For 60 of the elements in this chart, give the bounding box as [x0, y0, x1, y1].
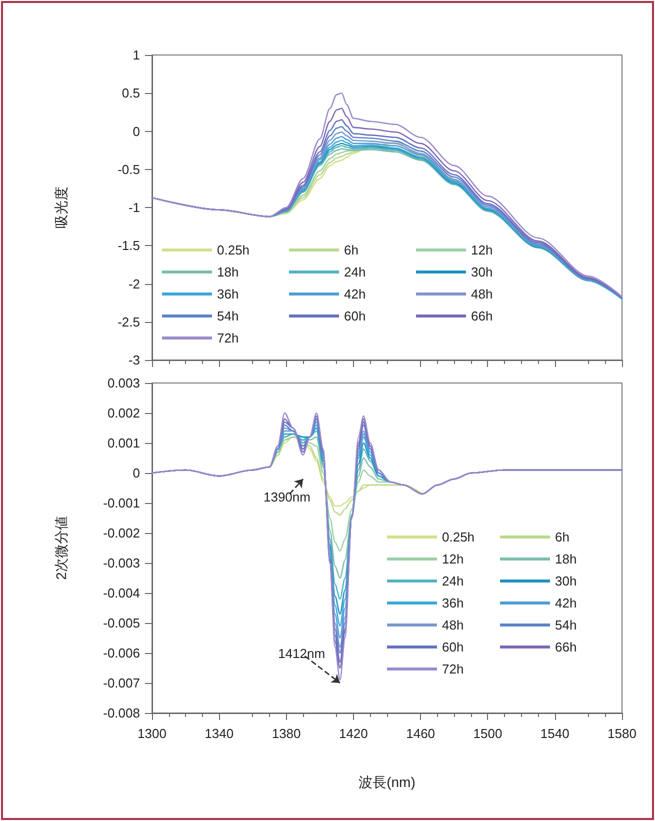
legend-label: 6h [344, 242, 358, 258]
legend-label: 72h [217, 330, 239, 346]
legend-label: 18h [217, 264, 239, 280]
y-tick-label: 0 [132, 124, 140, 139]
legend-label: 18h [555, 552, 577, 566]
legend-label: 24h [442, 574, 464, 588]
y-tick-label: 0 [132, 466, 140, 480]
x-tick-label: 1540 [540, 726, 570, 741]
y-tick-label: -0.006 [103, 646, 140, 660]
legend-label: 72h [442, 662, 464, 676]
y-tick-label: -0.004 [103, 586, 140, 600]
y-tick-label: -0.002 [103, 526, 140, 540]
legend-label: 48h [471, 286, 493, 302]
y-tick-label: -0.001 [103, 496, 140, 510]
y-tick-label: -0.007 [103, 676, 140, 690]
legend-label: 12h [442, 552, 464, 566]
y-tick-label: -2.5 [118, 314, 140, 330]
legend-label: 42h [555, 596, 577, 610]
y-axis-title: 2次微分値 [53, 516, 69, 580]
legend-label: 66h [471, 308, 493, 324]
annotation: 1412nm [278, 646, 326, 662]
legend-label: 54h [555, 618, 577, 632]
legend-label: 60h [344, 308, 366, 324]
y-tick-label: -1.5 [118, 238, 140, 254]
y-axis-title: 吸光度 [53, 186, 69, 228]
y-tick-label: -2 [128, 276, 140, 292]
legend-label: 30h [471, 264, 493, 280]
x-tick-label: 1420 [338, 726, 368, 741]
legend-label: 60h [442, 640, 464, 654]
y-tick-label: -3 [128, 352, 140, 368]
legend-label: 54h [217, 308, 239, 324]
legend-label: 36h [442, 596, 464, 610]
legend-label: 48h [442, 618, 464, 632]
y-tick-label: -0.003 [103, 556, 140, 570]
y-tick-label: 0.001 [107, 436, 140, 450]
x-tick-label: 1460 [406, 726, 436, 741]
annotation: 1390nm [263, 489, 310, 504]
y-tick-label: -0.008 [103, 706, 140, 720]
legend-label: 24h [344, 264, 366, 280]
legend-label: 0.25h [442, 530, 475, 544]
x-tick-label: 1580 [608, 726, 636, 741]
legend-label: 12h [471, 242, 493, 258]
legend-label: 66h [555, 640, 577, 654]
y-tick-label: 1 [132, 48, 140, 62]
y-tick-label: -0.005 [103, 616, 140, 630]
y-tick-label: 0.5 [122, 86, 140, 101]
y-tick-label: -1 [128, 200, 140, 215]
x-tick-label: 1340 [204, 726, 234, 741]
legend-label: 6h [555, 530, 570, 544]
legend-label: 36h [217, 286, 239, 302]
legend-label: 42h [344, 286, 366, 302]
x-tick-label: 1300 [138, 726, 166, 741]
x-tick-label: 1500 [473, 726, 502, 741]
y-tick-label: -0.5 [118, 162, 140, 177]
legend-label: 30h [555, 574, 577, 588]
legend-label: 0.25h [217, 242, 250, 258]
y-tick-label: 0.002 [107, 406, 140, 420]
x-axis-title: 波長(nm) [358, 774, 416, 790]
x-tick-label: 1380 [272, 726, 301, 741]
y-tick-label: 0.003 [107, 376, 140, 390]
